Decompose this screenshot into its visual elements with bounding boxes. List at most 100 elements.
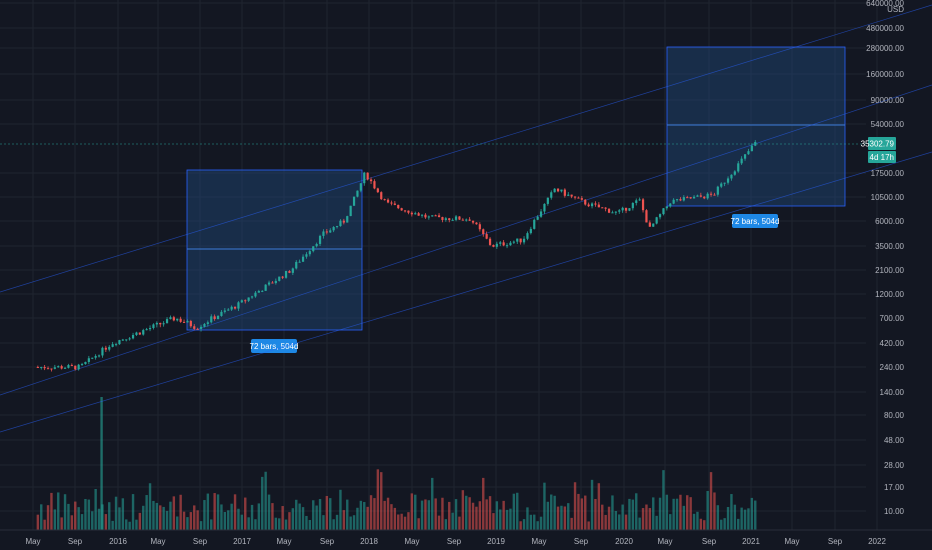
candle-body <box>655 217 658 224</box>
volume-bar <box>176 516 179 530</box>
candle-body <box>40 366 43 368</box>
volume-bar <box>410 493 414 530</box>
volume-bar <box>482 477 485 530</box>
volume-bar <box>407 512 410 530</box>
candle-body <box>162 323 165 325</box>
volume-bar <box>624 514 628 530</box>
volume-bar <box>97 508 101 530</box>
volume-bar <box>332 519 335 530</box>
candle-body <box>522 238 526 243</box>
volume-bar <box>499 509 502 530</box>
time-tick-label: 2019 <box>487 537 505 546</box>
range-label-text: 72 bars, 504d <box>731 217 780 226</box>
date-range-boxes[interactable]: 72 bars, 504d 72 bars, 504d <box>186 46 846 353</box>
volume-bar <box>638 517 641 530</box>
price-axis[interactable]: USD 640000.00 480000.00 280000.00 160000.00… <box>866 0 904 516</box>
volume-bar <box>546 501 550 530</box>
volume-bar <box>475 506 478 530</box>
volume-bar <box>46 505 50 530</box>
volume-bar <box>427 500 431 530</box>
time-tick-label: 2021 <box>742 537 760 546</box>
candle-body <box>182 321 186 323</box>
volume-bar <box>754 500 757 530</box>
candle-body <box>179 318 182 322</box>
volume-bar <box>607 506 611 530</box>
candle-body <box>723 182 726 184</box>
date-range-box[interactable]: 72 bars, 504d <box>666 46 846 228</box>
candle-body <box>461 219 464 221</box>
channel-line[interactable] <box>0 151 932 433</box>
candle-body <box>407 210 410 213</box>
candle-body <box>499 242 502 244</box>
volume-bar <box>706 490 709 530</box>
time-tick-label: Sep <box>447 537 462 546</box>
volume-bar <box>186 517 189 530</box>
date-range-box[interactable]: 72 bars, 504d <box>186 169 363 353</box>
volume-bar <box>444 519 448 530</box>
candle-body <box>427 216 430 218</box>
volume-bar <box>240 514 244 530</box>
candle-body <box>335 226 339 228</box>
volume-bar <box>281 506 284 530</box>
price-tick-label: 17.00 <box>884 483 905 492</box>
candle-body <box>339 220 342 227</box>
volume-bar <box>145 495 148 530</box>
volume-bar <box>165 510 169 530</box>
candle-body <box>706 193 709 199</box>
volume-bar <box>604 514 607 530</box>
volume-bar <box>390 504 393 530</box>
volume-bar <box>172 496 176 530</box>
candle-body <box>363 172 366 184</box>
channel-line[interactable] <box>0 84 932 396</box>
volume-bar <box>380 472 383 530</box>
channel-line[interactable] <box>0 4 932 293</box>
candle-body <box>36 367 39 368</box>
volume-bar <box>648 508 652 530</box>
candle-body <box>196 328 199 330</box>
candle-body <box>264 284 267 291</box>
price-tick-label: 3500.00 <box>875 242 904 251</box>
candle-body <box>716 186 719 195</box>
volume-bar <box>726 507 730 530</box>
trend-channel-lines[interactable] <box>0 4 932 433</box>
volume-bar <box>91 511 94 530</box>
candle-body <box>77 364 80 370</box>
volume-bar <box>573 482 577 530</box>
candle-body <box>145 329 148 331</box>
candle-body <box>465 219 468 221</box>
volume-bar <box>264 471 267 530</box>
candle-body <box>295 261 298 269</box>
volume-bar <box>213 493 216 530</box>
price-tick-label: 480000.00 <box>866 24 904 33</box>
volume-bar <box>730 494 733 530</box>
price-tick-label: 90000.00 <box>871 96 905 105</box>
candle-body <box>199 326 203 329</box>
candle-body <box>332 227 335 231</box>
volume-bar <box>138 512 142 530</box>
time-axis[interactable]: May Sep 2016 May Sep 2017 May Sep 2018 May Sep 2019… <box>0 529 932 546</box>
candle-body <box>675 199 679 201</box>
volume-bar <box>737 518 740 530</box>
candle-body <box>590 203 594 207</box>
candle-body <box>509 242 512 246</box>
candle-body <box>131 334 135 339</box>
volume-bar <box>288 512 291 530</box>
price-tick-label: 80.00 <box>884 411 905 420</box>
candle-body <box>213 316 216 320</box>
candle-body <box>454 216 458 220</box>
volume-bar <box>543 482 546 530</box>
candle-body <box>220 311 223 316</box>
candle-body <box>638 199 641 201</box>
volume-bar <box>305 515 308 530</box>
candle-body <box>125 339 128 341</box>
price-tick-label: 28.00 <box>884 461 905 470</box>
candle-body <box>63 367 67 369</box>
volume-bar <box>461 490 465 530</box>
volume-bar <box>295 499 298 530</box>
volume-bar <box>274 517 278 530</box>
candle-body <box>420 214 424 216</box>
candle-body <box>414 213 417 215</box>
candle-body <box>376 188 379 193</box>
candle-body <box>227 309 230 311</box>
